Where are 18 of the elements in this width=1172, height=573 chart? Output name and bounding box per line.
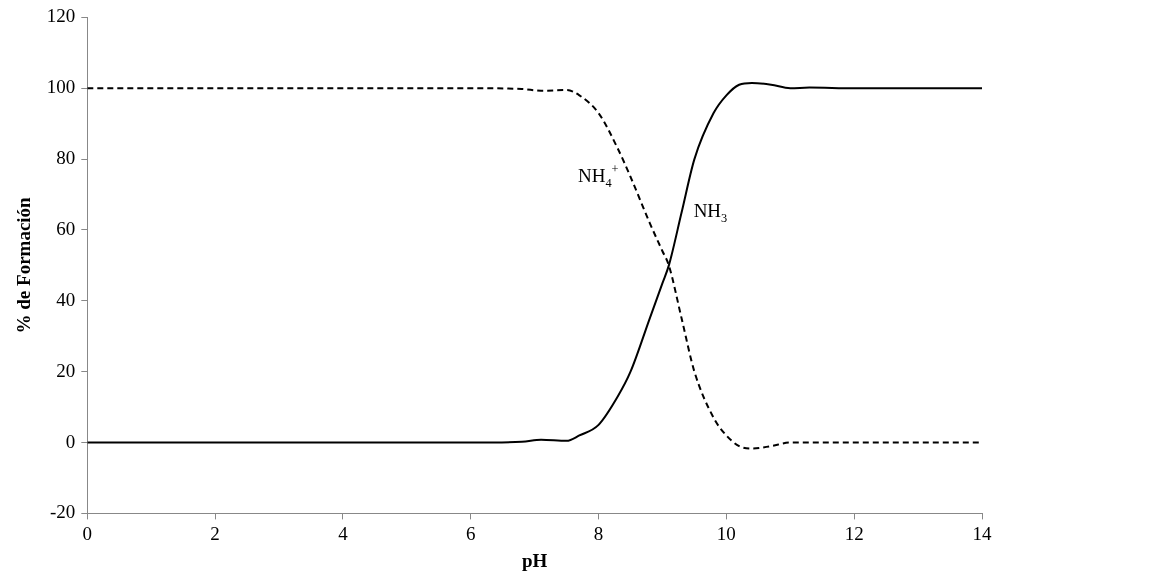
y-tick-label: -20 [49,501,76,523]
x-tick-label: 2 [210,522,220,544]
y-axis-title: % de Formación [13,196,35,334]
x-axis-title: pH [521,549,548,571]
x-tick-label: 14 [972,522,992,544]
x-tick-label: 0 [82,522,93,544]
x-tick-label: 4 [338,522,349,544]
y-tick-label: 120 [46,5,76,27]
y-tick-label: 100 [46,76,76,98]
y-tick-label: 40 [56,288,76,310]
y-tick-label: 0 [65,430,76,452]
y-tick-label: 20 [56,359,76,381]
x-tick-label: 10 [716,522,736,544]
y-tick-label: 80 [56,147,76,169]
x-tick-label: 6 [465,522,476,544]
x-tick-label: 8 [593,522,604,544]
x-tick-label: 12 [844,522,864,544]
y-tick-label: 60 [56,217,76,239]
